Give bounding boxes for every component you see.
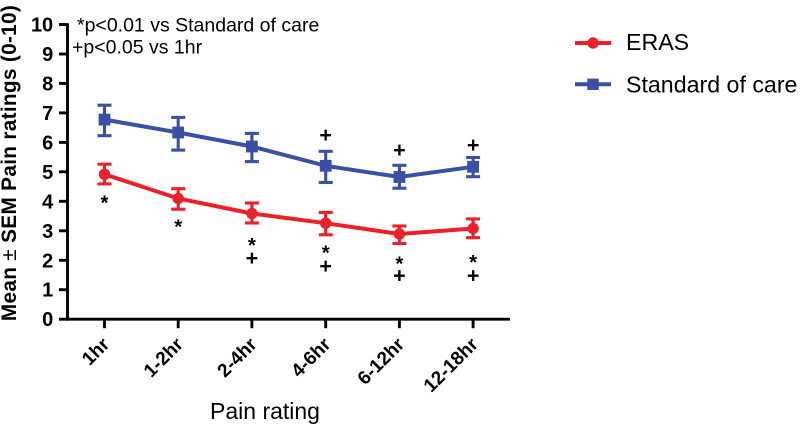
svg-text:*: * — [322, 242, 330, 265]
svg-text:6: 6 — [42, 132, 53, 154]
svg-text:8: 8 — [42, 73, 53, 95]
svg-text:3: 3 — [42, 221, 53, 243]
svg-text:7: 7 — [42, 103, 53, 125]
svg-text:+: + — [246, 246, 259, 270]
svg-text:Standard of care: Standard of care — [626, 72, 797, 98]
svg-text:*p<0.01 vs Standard of care: *p<0.01 vs Standard of care — [77, 15, 319, 37]
svg-text:9: 9 — [42, 44, 53, 66]
svg-text:5: 5 — [42, 162, 53, 184]
svg-text:Pain rating: Pain rating — [210, 398, 320, 424]
svg-text:+: + — [393, 138, 406, 162]
svg-text:*: * — [248, 234, 256, 257]
svg-text:*: * — [469, 251, 477, 274]
svg-text:2: 2 — [42, 250, 53, 272]
svg-text:+p<0.05 vs 1hr: +p<0.05 vs 1hr — [72, 37, 203, 59]
svg-text:4: 4 — [42, 191, 54, 213]
svg-text:Mean ± SEM Pain ratings (0-10): Mean ± SEM Pain ratings (0-10) — [0, 5, 21, 321]
svg-text:10: 10 — [31, 15, 53, 37]
svg-text:*: * — [395, 253, 403, 276]
svg-text:+: + — [319, 123, 332, 147]
svg-text:ERAS: ERAS — [626, 29, 689, 55]
svg-text:*: * — [101, 191, 109, 214]
svg-text:+: + — [467, 133, 480, 157]
svg-text:1: 1 — [42, 280, 53, 302]
svg-text:+: + — [319, 254, 332, 278]
svg-text:+: + — [393, 263, 406, 287]
svg-text:0: 0 — [42, 309, 53, 331]
svg-text:*: * — [174, 216, 182, 239]
svg-text:+: + — [467, 263, 480, 287]
